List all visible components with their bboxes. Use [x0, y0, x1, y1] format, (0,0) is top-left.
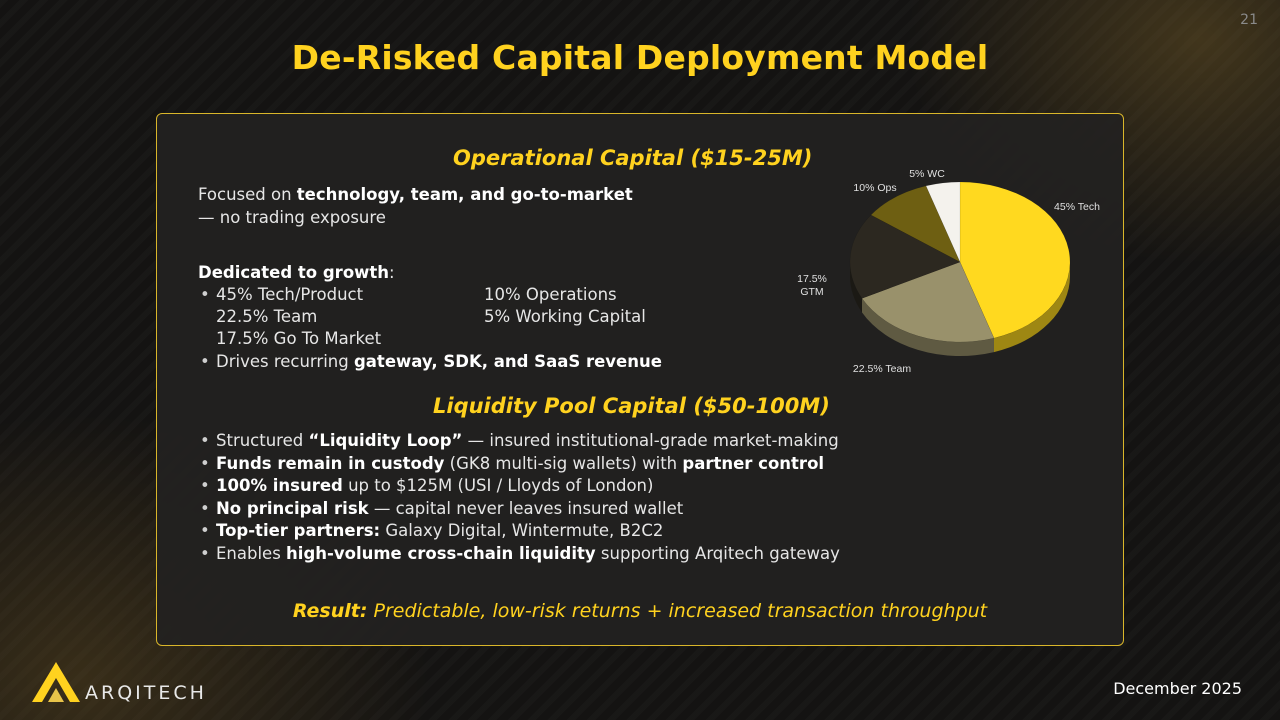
result-text: Predictable, low-risk returns + increase… — [367, 600, 988, 622]
footer-date: December 2025 — [1113, 679, 1242, 698]
bullet-post: supporting Arqitech gateway — [595, 543, 840, 563]
drives-revenue-bullet: • Drives recurring gateway, SDK, and SaaS… — [198, 350, 758, 374]
bullet-post: Galaxy Digital, Wintermute, B2C2 — [380, 521, 664, 540]
result-label: Result: — [292, 600, 368, 622]
brand-wordmark: ARQITECH — [85, 682, 207, 704]
bullet-post: — capital never leaves insured wallet — [368, 498, 684, 518]
allocation-team-text: 22.5% Team — [216, 307, 318, 326]
pie-label-2: 17.5% GTM — [797, 273, 827, 298]
allocation-gtm-text: 17.5% Go To Market — [216, 329, 382, 348]
growth-title-suffix: : — [389, 263, 395, 282]
focus-prefix: Focused on — [198, 185, 297, 204]
result-statement: Result: Predictable, low-risk returns + … — [157, 600, 1123, 622]
list-item: No principal risk — capital never leaves… — [198, 498, 958, 521]
pie-label-4: 5% WC — [909, 168, 945, 180]
pie-slice-0 — [959, 181, 1071, 339]
bullet-dot-icon: • — [200, 352, 210, 371]
bullet-bold: 100% insured — [216, 476, 343, 495]
bullet-bold: No principal risk — [216, 498, 369, 518]
bullet-pre: Enables — [216, 543, 287, 563]
arqitech-logo-icon — [32, 662, 80, 702]
bullet-bold: Funds remain in custody — [216, 453, 445, 473]
content-panel: Operational Capital ($15-25M) Focused on… — [156, 113, 1124, 646]
pie-slice-4 — [925, 181, 961, 263]
bullet-bold: “Liquidity Loop” — [308, 431, 463, 450]
focus-bold: technology, team, and go-to-market — [296, 185, 633, 204]
allocation-grid: • 45% Tech/Product 10% Operations 22.5% T… — [198, 284, 758, 350]
pie-side-2 — [850, 262, 862, 313]
drives-bold: gateway, SDK, and SaaS revenue — [353, 352, 662, 371]
liquidity-pool-heading: Liquidity Pool Capital ($50-100M) — [433, 394, 830, 418]
pie-label-3: 10% Ops — [853, 182, 896, 194]
pie-label-1: 22.5% Team — [853, 363, 911, 375]
growth-title: Dedicated to growth: — [198, 262, 758, 284]
pie-side-1 — [861, 298, 994, 356]
growth-allocation-block: Dedicated to growth: • 45% Tech/Product 1… — [198, 262, 758, 374]
growth-title-bold: Dedicated to growth — [198, 263, 390, 282]
bullet-post: — insured institutional-grade market-mak… — [462, 431, 839, 450]
brand-logo: ARQITECH — [30, 660, 250, 710]
allocation-team: 22.5% Team — [198, 306, 484, 328]
bullet-bold: high-volume cross-chain liquidity — [286, 543, 596, 563]
allocation-gtm: 17.5% Go To Market — [198, 328, 484, 350]
allocation-wc: 5% Working Capital — [484, 307, 646, 326]
bullet-post: up to $125M (USI / Lloyds of London) — [342, 476, 654, 495]
drives-prefix: Drives recurring — [216, 352, 354, 371]
focus-description: Focused on technology, team, and go-to-m… — [198, 183, 718, 229]
list-item: Enables high-volume cross-chain liquidit… — [198, 543, 958, 566]
allocation-ops: 10% Operations — [484, 285, 617, 304]
operational-capital-heading: Operational Capital ($15-25M) — [453, 146, 813, 170]
allocation-pie-chart: 45% Tech 22.5% Team 17.5% GTM 10% Ops 5% WC — [772, 154, 1122, 384]
allocation-tech-text: 45% Tech/Product — [216, 285, 364, 304]
bullet-bold: Top-tier partners: — [216, 521, 381, 540]
bullet-dot-icon: • — [200, 285, 210, 304]
pie-chart-svg: 45% Tech 22.5% Team 17.5% GTM 10% Ops 5% WC — [797, 168, 1100, 375]
list-item: Structured “Liquidity Loop” — insured in… — [198, 430, 958, 453]
pie-slice-2 — [849, 214, 961, 299]
bullet-post: (GK8 multi-sig wallets) with — [444, 453, 683, 473]
slide-title: De-Risked Capital Deployment Model — [291, 38, 989, 77]
liquidity-bullet-list: Structured “Liquidity Loop” — insured in… — [198, 430, 958, 565]
bullet-bold-2: partner control — [682, 453, 825, 473]
pie-side-0 — [993, 262, 1070, 353]
list-item: 100% insured up to $125M (USI / Lloyds o… — [198, 475, 958, 498]
pie-slice-3 — [870, 185, 961, 263]
pie-slice-1 — [861, 261, 995, 343]
pie-label-0: 45% Tech — [1054, 201, 1100, 213]
allocation-tech: • 45% Tech/Product — [198, 284, 484, 306]
focus-suffix: — no trading exposure — [198, 208, 386, 227]
list-item: Top-tier partners: Galaxy Digital, Winte… — [198, 520, 958, 543]
page-number: 21 — [1240, 12, 1258, 28]
bullet-pre: Structured — [216, 431, 309, 450]
list-item: Funds remain in custody (GK8 multi-sig w… — [198, 453, 958, 476]
